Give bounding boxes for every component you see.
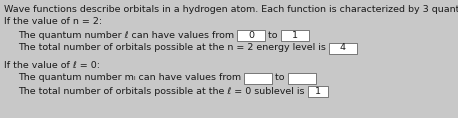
Text: 1: 1 <box>315 86 321 95</box>
FancyBboxPatch shape <box>307 86 327 97</box>
Text: to: to <box>265 30 281 40</box>
Text: 1: 1 <box>292 30 298 40</box>
Text: The quantum number ℓ can have values from: The quantum number ℓ can have values fro… <box>18 30 237 40</box>
Text: 0: 0 <box>248 30 254 40</box>
FancyBboxPatch shape <box>237 30 265 40</box>
FancyBboxPatch shape <box>288 72 316 84</box>
Text: If the value of ℓ = 0:: If the value of ℓ = 0: <box>4 61 100 70</box>
FancyBboxPatch shape <box>329 42 357 53</box>
FancyBboxPatch shape <box>281 30 309 40</box>
Text: If the value of n = 2:: If the value of n = 2: <box>4 17 102 27</box>
Text: Wave functions describe orbitals in a hydrogen atom. Each function is characteri: Wave functions describe orbitals in a hy… <box>4 6 458 15</box>
Text: The total number of orbitals possible at the ℓ = 0 sublevel is: The total number of orbitals possible at… <box>18 86 307 95</box>
Text: The quantum number mₗ can have values from: The quantum number mₗ can have values fr… <box>18 74 244 82</box>
Text: to: to <box>272 74 288 82</box>
Text: 4: 4 <box>340 44 346 53</box>
FancyBboxPatch shape <box>244 72 272 84</box>
Text: The total number of orbitals possible at the n = 2 energy level is: The total number of orbitals possible at… <box>18 44 329 53</box>
